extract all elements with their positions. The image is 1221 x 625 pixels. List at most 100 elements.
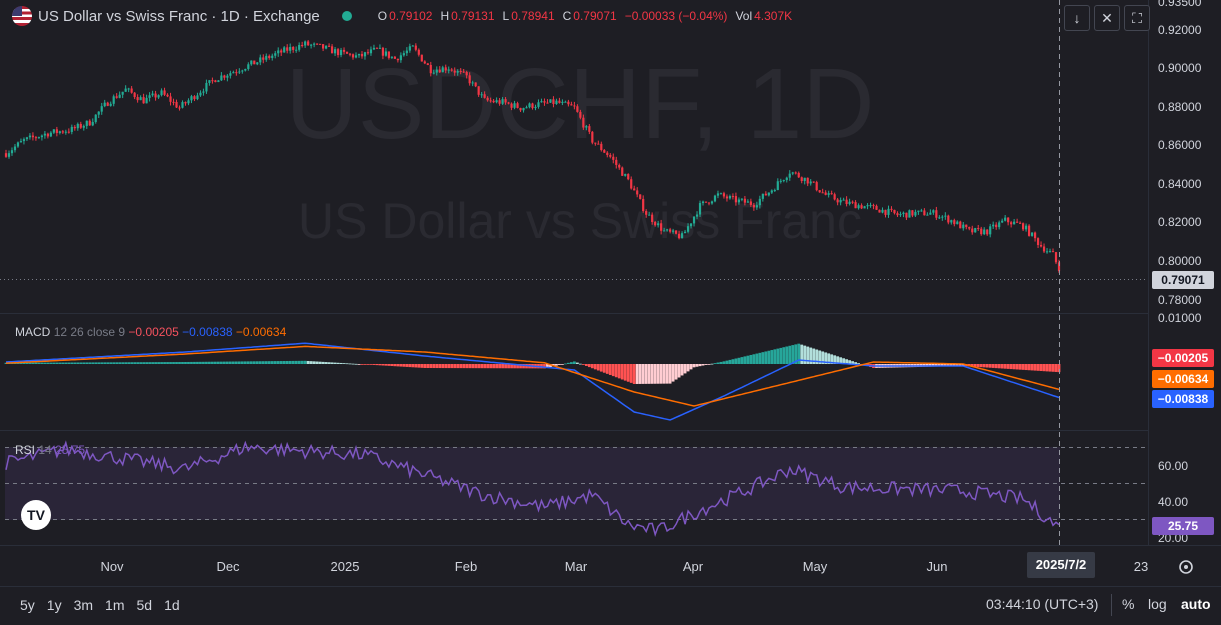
candle-body <box>55 129 58 133</box>
macd-histogram-bar <box>779 347 783 364</box>
macd-histogram-bar <box>402 364 406 367</box>
macd-histogram-bar <box>321 361 325 364</box>
macd-histogram-bar <box>199 361 202 364</box>
macd-histogram-bar <box>626 364 630 382</box>
percent-toggle[interactable]: % <box>1122 596 1135 612</box>
candle-body <box>163 90 166 95</box>
candle-body <box>70 126 73 132</box>
macd-histogram-bar <box>749 354 753 364</box>
macd-histogram-bar <box>390 364 394 367</box>
macd-histogram-bar <box>988 364 992 368</box>
candle-body <box>49 132 52 137</box>
price-tick: 0.84000 <box>1158 177 1202 191</box>
candle-body <box>187 100 190 104</box>
candle-body <box>594 142 597 144</box>
range-1m[interactable]: 1m <box>105 597 125 613</box>
candle-body <box>701 201 705 204</box>
auto-toggle[interactable]: auto <box>1181 596 1211 612</box>
collapse-icon[interactable]: ✕ <box>1094 5 1120 31</box>
candle-body <box>384 51 388 56</box>
tradingview-logo-icon[interactable]: TV <box>21 500 51 530</box>
clock[interactable]: 03:44:10 (UTC+3) <box>986 596 1099 612</box>
rsi-legend[interactable]: RSI 14 25.75 <box>15 443 86 457</box>
last-price-label: 0.79071 <box>1152 271 1214 289</box>
macd-histogram-bar <box>450 364 454 369</box>
macd-histogram-bar <box>243 361 247 364</box>
candle-body <box>639 194 642 199</box>
candle-body <box>175 101 178 108</box>
macd-histogram-bar <box>157 362 160 364</box>
candle-body <box>528 103 531 108</box>
candle-body <box>232 72 235 74</box>
fullscreen-icon[interactable]: ⛶ <box>1124 5 1150 31</box>
candle-body <box>100 106 103 112</box>
candle-body <box>851 201 854 203</box>
time-tick: Feb <box>455 559 477 574</box>
candle-body <box>148 95 151 98</box>
log-toggle[interactable]: log <box>1148 596 1167 612</box>
macd-histogram-bar <box>543 364 546 369</box>
macd-histogram-bar <box>133 362 137 364</box>
macd-histogram-bar <box>480 364 484 369</box>
macd-histogram-bar <box>854 362 857 364</box>
macd-histogram-bar <box>836 356 840 364</box>
macd-histogram-bar <box>794 344 798 364</box>
candle-body <box>929 212 932 215</box>
macd-histogram-bar <box>411 364 415 368</box>
candle-body <box>555 100 558 105</box>
macd-legend[interactable]: MACD 12 26 close 9 −0.00205 −0.00838 −0.… <box>15 325 287 339</box>
candle-body <box>914 211 917 216</box>
candle-body <box>136 97 139 101</box>
candle-body <box>959 221 962 229</box>
candle-body <box>845 199 848 204</box>
macd-histogram-bar <box>495 364 499 369</box>
range-5y[interactable]: 5y <box>20 597 35 613</box>
candle-body <box>298 44 301 50</box>
candle-body <box>304 41 307 46</box>
range-1d[interactable]: 1d <box>164 597 180 613</box>
gear-icon[interactable] <box>1179 560 1193 574</box>
price-tick: 0.90000 <box>1158 61 1202 75</box>
candle-body <box>229 73 232 76</box>
candle-body <box>669 229 672 232</box>
candle-body <box>917 210 920 212</box>
candle-body <box>357 53 361 56</box>
candle-body <box>896 213 899 216</box>
macd-histogram-bar <box>345 363 349 365</box>
macd-histogram-bar <box>758 352 762 364</box>
candle-body <box>244 68 247 71</box>
macd-histogram-bar <box>64 362 68 364</box>
range-3m[interactable]: 3m <box>73 597 94 613</box>
candle-body <box>417 49 420 55</box>
symbol-title[interactable]: US Dollar vs Swiss Franc · 1D · Exchange <box>38 7 320 25</box>
candle-body <box>812 181 815 183</box>
range-1y[interactable]: 1y <box>46 597 62 613</box>
macd-histogram-bar <box>25 362 29 364</box>
market-status-icon[interactable] <box>341 11 352 21</box>
macd-histogram-bar <box>555 364 558 366</box>
macd-histogram-bar <box>698 364 702 367</box>
macd-histogram-bar <box>300 360 304 364</box>
range-5d[interactable]: 5d <box>136 597 153 613</box>
candle-body <box>1054 252 1058 263</box>
macd-histogram-bar <box>172 362 175 364</box>
candle-body <box>190 96 193 101</box>
macd-histogram-bar <box>719 361 723 364</box>
candle-body <box>621 167 624 176</box>
arrow-down-icon[interactable]: ↓ <box>1064 5 1090 31</box>
time-tick: May <box>803 559 828 574</box>
candle-body <box>292 46 295 50</box>
macd-histogram-bar <box>734 358 738 364</box>
macd-histogram-bar <box>952 364 956 367</box>
macd-histogram-bar <box>513 364 516 369</box>
macd-histogram-bar <box>34 362 38 364</box>
candle-body <box>1057 262 1061 272</box>
macd-histogram-bar <box>677 364 681 378</box>
rsi-band <box>5 447 1060 520</box>
macd-tick: 0.01000 <box>1158 311 1202 325</box>
macd-histogram-bar <box>103 362 107 364</box>
candle-body <box>926 214 929 216</box>
candle-body <box>818 190 821 193</box>
price-tick: 0.80000 <box>1158 254 1202 268</box>
